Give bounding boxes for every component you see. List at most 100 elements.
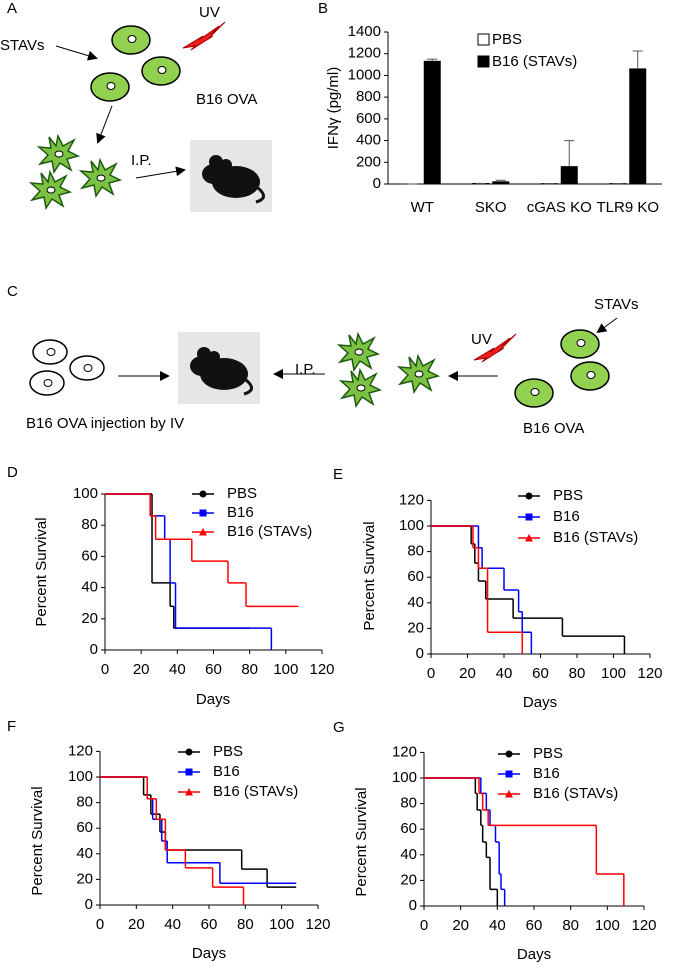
- legend-marker: [200, 510, 207, 517]
- x-tick-label: SKO: [475, 199, 507, 216]
- legend-label: B16 (STAVs): [553, 529, 638, 546]
- mouse: [178, 332, 260, 404]
- legend-label: B16: [227, 504, 254, 521]
- y-tick-label: 80: [81, 516, 98, 533]
- y-tick-label: 80: [407, 543, 424, 560]
- dead-cell: [39, 136, 78, 172]
- legend-swatch: [478, 56, 489, 67]
- x-tick-label: 0: [96, 916, 104, 933]
- x-tick-label: 60: [201, 916, 218, 933]
- uv-icon: [183, 22, 225, 50]
- cell: [33, 340, 67, 364]
- y-axis-label: Percent Survival: [33, 517, 50, 626]
- cell: [112, 26, 150, 54]
- y-axis-label: Percent Survival: [353, 787, 370, 896]
- y-tick-label: 1000: [348, 66, 381, 83]
- x-tick-label: 100: [595, 917, 620, 934]
- y-tick-label: 1200: [348, 45, 381, 62]
- y-tick-label: 200: [356, 153, 381, 170]
- cell: [30, 371, 64, 395]
- arrow: [598, 318, 617, 332]
- route-label: I.P.: [131, 152, 152, 169]
- y-tick-label: 20: [400, 871, 417, 888]
- y-tick-label: 1400: [348, 23, 381, 40]
- x-tick-label: 0: [101, 661, 109, 678]
- x-tick-label: 60: [532, 665, 549, 682]
- x-tick-label: 20: [133, 661, 150, 678]
- x-tick-label: 20: [452, 917, 469, 934]
- y-tick-label: 60: [400, 820, 417, 837]
- y-tick-label: 100: [399, 517, 424, 534]
- x-tick-label: 60: [205, 661, 222, 678]
- x-axis-label: Days: [517, 946, 551, 963]
- bar: [493, 182, 509, 184]
- x-tick-label: 100: [601, 665, 626, 682]
- y-axis-label: Percent Survival: [29, 786, 46, 895]
- x-tick-label: 20: [459, 665, 476, 682]
- y-tick-label: 0: [90, 641, 98, 658]
- uv-label: UV: [199, 4, 220, 21]
- x-tick-label: 100: [273, 661, 298, 678]
- diagram-c: C UV STAVs B16 OVA I.P. B16 OVA injectio…: [7, 283, 638, 437]
- legend-swatch: [478, 34, 489, 45]
- y-tick-label: 40: [407, 594, 424, 611]
- legend-marker: [200, 491, 207, 498]
- y-tick-label: 80: [400, 795, 417, 812]
- x-tick-label: 120: [631, 917, 656, 934]
- panel-label: E: [333, 466, 343, 483]
- route-label: I.P.: [295, 361, 316, 378]
- legend-label: B16: [553, 508, 580, 525]
- x-tick-label: 40: [496, 665, 513, 682]
- y-tick-label: 120: [68, 742, 93, 759]
- diagram-a: A UV STAVs B16 OVA I.P.: [0, 0, 272, 212]
- x-tick-label: 0: [420, 917, 428, 934]
- y-tick-label: 0: [85, 896, 93, 913]
- legend-label: B16 (STAVs): [533, 785, 618, 802]
- x-tick-label: 120: [637, 665, 662, 682]
- legend-marker: [506, 751, 513, 758]
- x-tick-label: 0: [427, 665, 435, 682]
- x-axis-label: Days: [192, 945, 226, 962]
- y-tick-label: 600: [356, 110, 381, 127]
- arrow: [98, 106, 112, 142]
- arrow: [56, 46, 96, 58]
- y-tick-label: 800: [356, 88, 381, 105]
- legend-label: B16: [213, 763, 240, 780]
- x-tick-label: 20: [128, 916, 145, 933]
- x-axis-label: Days: [523, 694, 557, 711]
- legend-label: PBS: [227, 485, 257, 502]
- dead-cell: [399, 356, 438, 392]
- cell: [70, 356, 104, 380]
- x-tick-label: 120: [309, 661, 334, 678]
- y-tick-label: 0: [416, 645, 424, 662]
- legend-marker: [506, 771, 513, 778]
- panel-label: G: [333, 719, 345, 736]
- legend-label: B16 (STAVs): [213, 783, 298, 800]
- mouse: [190, 140, 272, 212]
- cell: [142, 57, 180, 85]
- y-axis-label: Percent Survival: [361, 521, 378, 630]
- legend-marker: [526, 514, 533, 521]
- y-tick-label: 100: [68, 768, 93, 785]
- stavs-label: STAVs: [594, 296, 638, 313]
- legend-label: PBS: [533, 745, 563, 762]
- y-tick-label: 40: [76, 845, 93, 862]
- legend-label: PBS: [213, 743, 243, 760]
- legend-label: PBS: [492, 31, 522, 48]
- cell: [515, 379, 553, 407]
- y-tick-label: 100: [392, 769, 417, 786]
- x-tick-label: 80: [569, 665, 586, 682]
- error-bar: [564, 141, 574, 167]
- y-tick-label: 400: [356, 132, 381, 149]
- y-tick-label: 60: [407, 568, 424, 585]
- legend-marker: [186, 769, 193, 776]
- legend-label: B16 (STAVs): [492, 53, 577, 70]
- cell: [561, 330, 599, 358]
- bar: [561, 167, 577, 184]
- y-tick-label: 60: [76, 819, 93, 836]
- x-tick-label: 80: [241, 661, 258, 678]
- x-tick-label: WT: [411, 199, 434, 216]
- y-tick-label: 0: [409, 897, 417, 914]
- y-tick-label: 120: [399, 491, 424, 508]
